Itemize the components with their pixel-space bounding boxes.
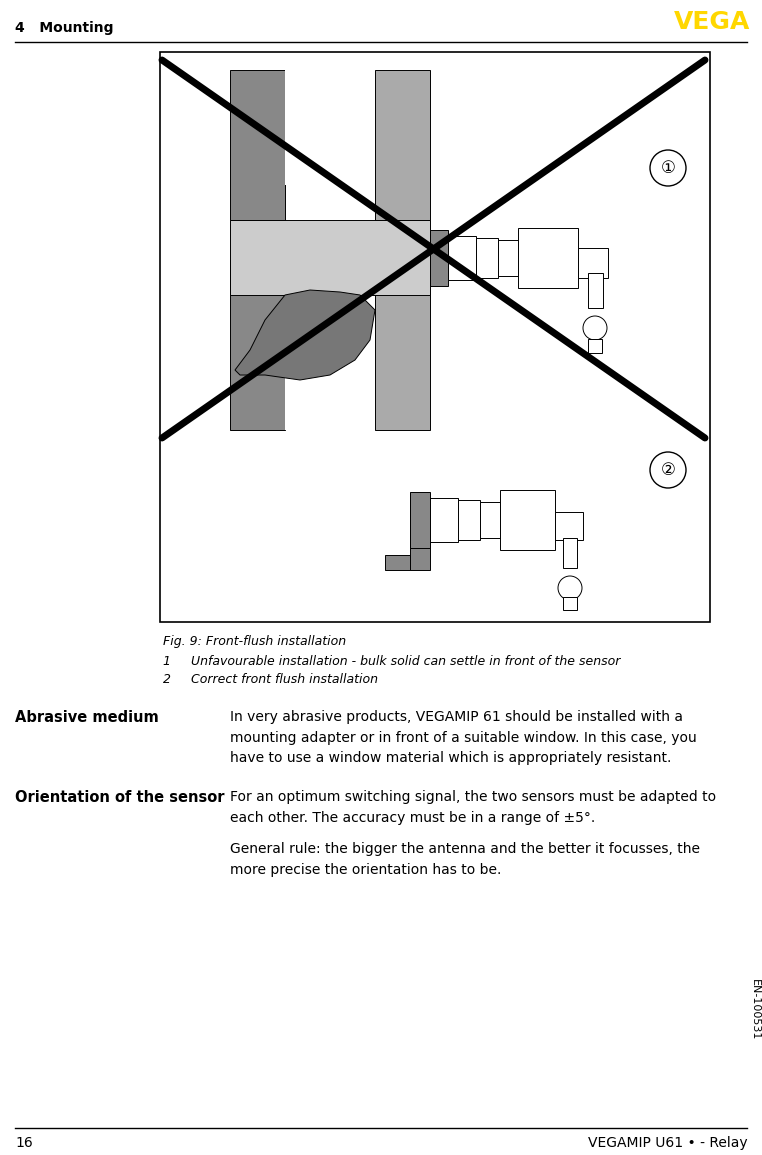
Bar [518, 228, 578, 288]
Bar [500, 490, 555, 550]
Polygon shape [235, 290, 375, 380]
Text: Orientation of the sensor: Orientation of the sensor [15, 790, 225, 805]
Bar [588, 340, 602, 353]
Bar [480, 502, 500, 538]
Text: 4   Mounting: 4 Mounting [15, 21, 114, 35]
Text: Abrasive medium: Abrasive medium [15, 710, 158, 725]
Bar [285, 300, 375, 430]
Text: For an optimum switching signal, the two sensors must be adapted to
each other. : For an optimum switching signal, the two… [230, 790, 716, 825]
Circle shape [650, 150, 686, 186]
Bar [578, 248, 608, 278]
Circle shape [650, 452, 686, 489]
Text: EN-100531: EN-100531 [750, 979, 760, 1041]
Text: VEGA: VEGA [674, 10, 750, 33]
Text: VEGAMIP U61 • - Relay: VEGAMIP U61 • - Relay [588, 1137, 748, 1150]
Bar [588, 273, 603, 308]
Bar [430, 498, 458, 542]
Text: 2     Correct front flush installation: 2 Correct front flush installation [163, 673, 378, 686]
Bar [563, 538, 577, 568]
Text: ②: ② [661, 461, 675, 479]
Bar [375, 260, 430, 430]
Bar [430, 230, 448, 286]
Text: In very abrasive products, VEGAMIP 61 should be installed with a
mounting adapte: In very abrasive products, VEGAMIP 61 sh… [230, 710, 696, 766]
Bar [410, 492, 430, 547]
Bar [230, 219, 430, 295]
Bar [563, 597, 577, 610]
Bar [385, 556, 410, 571]
Bar [375, 70, 430, 219]
Text: 1     Unfavourable installation - bulk solid can settle in front of the sensor: 1 Unfavourable installation - bulk solid… [163, 655, 620, 668]
Circle shape [583, 316, 607, 340]
Bar [498, 240, 518, 276]
Text: General rule: the bigger the antenna and the better it focusses, the
more precis: General rule: the bigger the antenna and… [230, 842, 700, 877]
Bar [476, 238, 498, 278]
Text: ①: ① [661, 159, 675, 177]
Text: Fig. 9: Front-flush installation: Fig. 9: Front-flush installation [163, 635, 346, 648]
Bar [555, 512, 583, 541]
Circle shape [558, 576, 582, 599]
Bar [410, 500, 430, 571]
Bar [160, 52, 710, 623]
Bar [230, 70, 285, 219]
Bar [285, 70, 375, 185]
Bar [458, 500, 480, 541]
Text: 16: 16 [15, 1137, 33, 1150]
Bar [448, 236, 476, 280]
Bar [230, 260, 285, 430]
